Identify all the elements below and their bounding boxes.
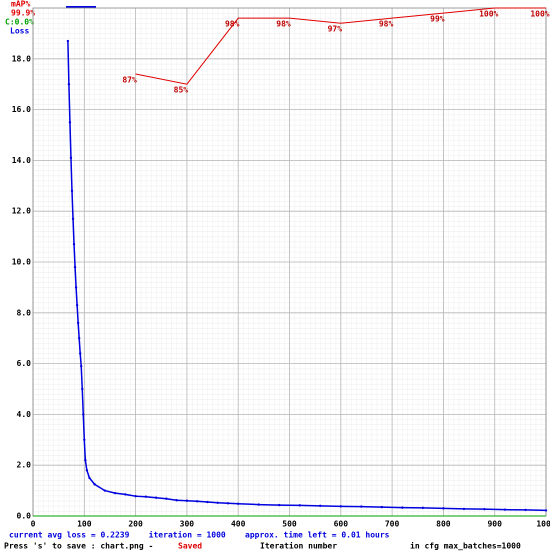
save-state: Saved xyxy=(178,542,202,551)
loss-point xyxy=(71,217,75,221)
loss-point xyxy=(483,507,486,511)
y-tick-label: 16.0 xyxy=(12,105,31,114)
loss-point xyxy=(80,364,83,368)
loss-point xyxy=(195,500,199,503)
x-tick-label: 300 xyxy=(180,520,195,529)
loss-point xyxy=(72,243,76,246)
loss-point xyxy=(66,39,70,43)
loss-point xyxy=(421,506,425,510)
series-line xyxy=(67,41,547,512)
y-tick-label: 8.0 xyxy=(17,308,32,317)
loss-point xyxy=(319,504,322,508)
loss-point xyxy=(77,337,81,340)
loss-point xyxy=(82,413,85,416)
cfg-note: in cfg max_batches=1000 xyxy=(410,541,521,551)
y-tick-label: 0.0 xyxy=(17,512,32,521)
data-label: 98% xyxy=(276,20,291,29)
loss-point xyxy=(165,497,168,500)
loss-point xyxy=(144,495,148,498)
status: current avg loss = 0.2239 iteration = 10… xyxy=(9,530,390,540)
loss-point xyxy=(84,458,87,462)
loss-point xyxy=(134,494,137,498)
loss-point xyxy=(70,189,74,193)
loss-point xyxy=(73,265,77,269)
data-label: 100% xyxy=(479,10,498,19)
loss-point xyxy=(206,500,209,504)
data-label: 99% xyxy=(430,15,445,24)
loss-point xyxy=(88,476,91,480)
loss-point xyxy=(83,438,86,441)
loss-point xyxy=(85,469,89,472)
loss-point xyxy=(68,121,72,124)
x-tick-label: 800 xyxy=(436,520,451,529)
x-axis-label: Iteration number xyxy=(260,541,337,551)
loss-point xyxy=(78,352,82,355)
loss-point xyxy=(401,506,404,509)
x-tick-label: 0 xyxy=(31,520,36,529)
series-line xyxy=(135,7,546,85)
loss-point xyxy=(74,286,78,289)
y-tick-label: 12.0 xyxy=(12,207,31,216)
y-tick-label: 6.0 xyxy=(17,359,32,368)
loss-point xyxy=(69,156,73,160)
data-label: 100% xyxy=(530,10,549,19)
y-tick-label: 4.0 xyxy=(17,410,32,419)
loss-point xyxy=(175,499,178,502)
loss-point xyxy=(339,505,342,508)
loss-point xyxy=(185,499,189,502)
loss-point xyxy=(278,503,281,507)
loss-point xyxy=(67,83,71,86)
loss-point xyxy=(360,505,363,508)
x-tick-label: 200 xyxy=(128,520,143,529)
loss-point xyxy=(124,493,127,496)
data-label: 98% xyxy=(379,20,394,29)
c-value: C:0.0% xyxy=(5,18,34,27)
loss-point xyxy=(216,501,219,504)
loss-point xyxy=(113,491,117,495)
loss-point xyxy=(298,504,301,507)
x-tick-label: 900 xyxy=(487,520,502,529)
loss-point xyxy=(503,508,507,511)
loss-point xyxy=(462,507,466,511)
loss-point xyxy=(237,502,240,506)
data-label: 87% xyxy=(122,76,137,85)
loss-point xyxy=(75,303,79,307)
x-tick-label: 600 xyxy=(334,520,349,529)
data-label: 98% xyxy=(225,20,240,29)
x-tick-label: 700 xyxy=(385,520,400,529)
legend-map: mAP% xyxy=(11,0,30,9)
save-hint: Press 's' to save : chart.png - xyxy=(4,542,153,551)
loss-point xyxy=(76,321,80,325)
y-tick-label: 18.0 xyxy=(12,54,31,63)
loss-point xyxy=(103,489,107,492)
loss-point xyxy=(226,502,230,505)
loss-point xyxy=(81,387,84,391)
x-tick-label: 400 xyxy=(231,520,246,529)
y-tick-label: 14.0 xyxy=(12,156,31,165)
loss-point xyxy=(154,496,158,499)
data-label: 85% xyxy=(174,86,189,95)
loss-point xyxy=(257,503,260,506)
loss-point xyxy=(380,505,384,509)
loss-point xyxy=(93,483,96,486)
x-tick-label: 1000 xyxy=(536,520,550,529)
loss-point xyxy=(442,507,445,510)
y-tick-label: 10.0 xyxy=(12,258,31,267)
x-tick-label: 500 xyxy=(282,520,297,529)
y-tick-label: 2.0 xyxy=(17,461,32,470)
loss-point xyxy=(544,509,548,512)
data-label: 97% xyxy=(328,25,343,34)
legend-loss: Loss xyxy=(10,27,29,36)
loss-point xyxy=(524,508,527,512)
best-map: 99.9% xyxy=(11,9,35,18)
x-tick-label: 100 xyxy=(77,520,92,529)
